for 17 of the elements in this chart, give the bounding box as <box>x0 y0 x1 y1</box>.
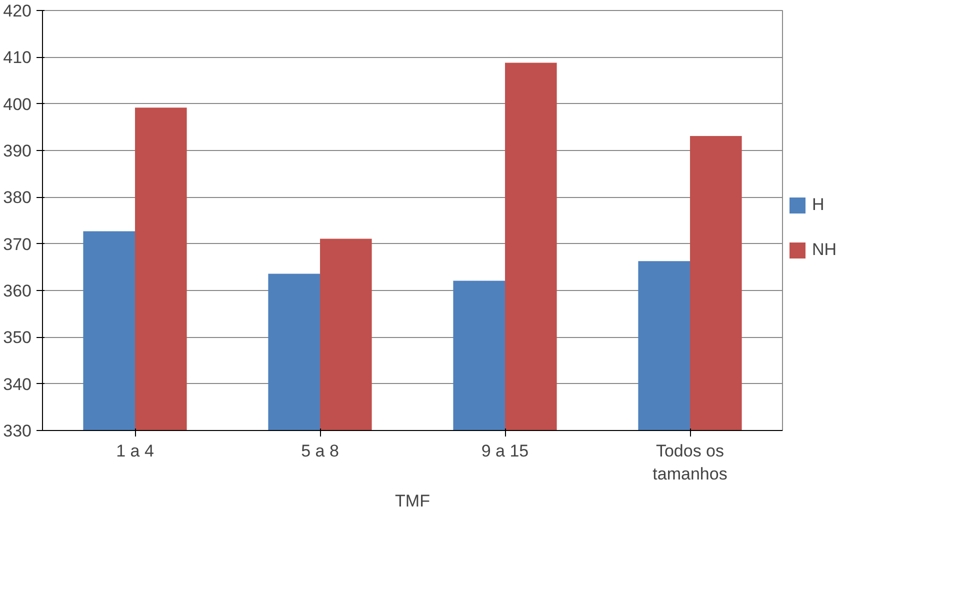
y-tick-label: 340 <box>3 374 32 394</box>
y-tick-label: 380 <box>3 188 32 208</box>
y-tick-label: 420 <box>3 2 32 20</box>
y-tick-label: 350 <box>3 328 32 348</box>
x-tick-label: 1 a 4 <box>116 442 154 460</box>
y-tick-label: 400 <box>3 94 32 114</box>
y-tick-label: 330 <box>3 422 32 440</box>
y-tick-label: 360 <box>3 282 32 300</box>
x-axis-title: TMF <box>395 491 430 510</box>
x-tick-label: 5 a 8 <box>301 442 339 460</box>
legend-label: H <box>812 195 826 215</box>
y-tick-label: 370 <box>3 234 32 254</box>
legend-label: NH <box>812 240 837 260</box>
y-tick-label: 390 <box>3 142 32 160</box>
x-tick-label: Todos os tamanhos <box>652 442 728 484</box>
y-tick-label: 410 <box>3 48 32 68</box>
x-tick-label: 9 a 15 <box>481 442 529 460</box>
